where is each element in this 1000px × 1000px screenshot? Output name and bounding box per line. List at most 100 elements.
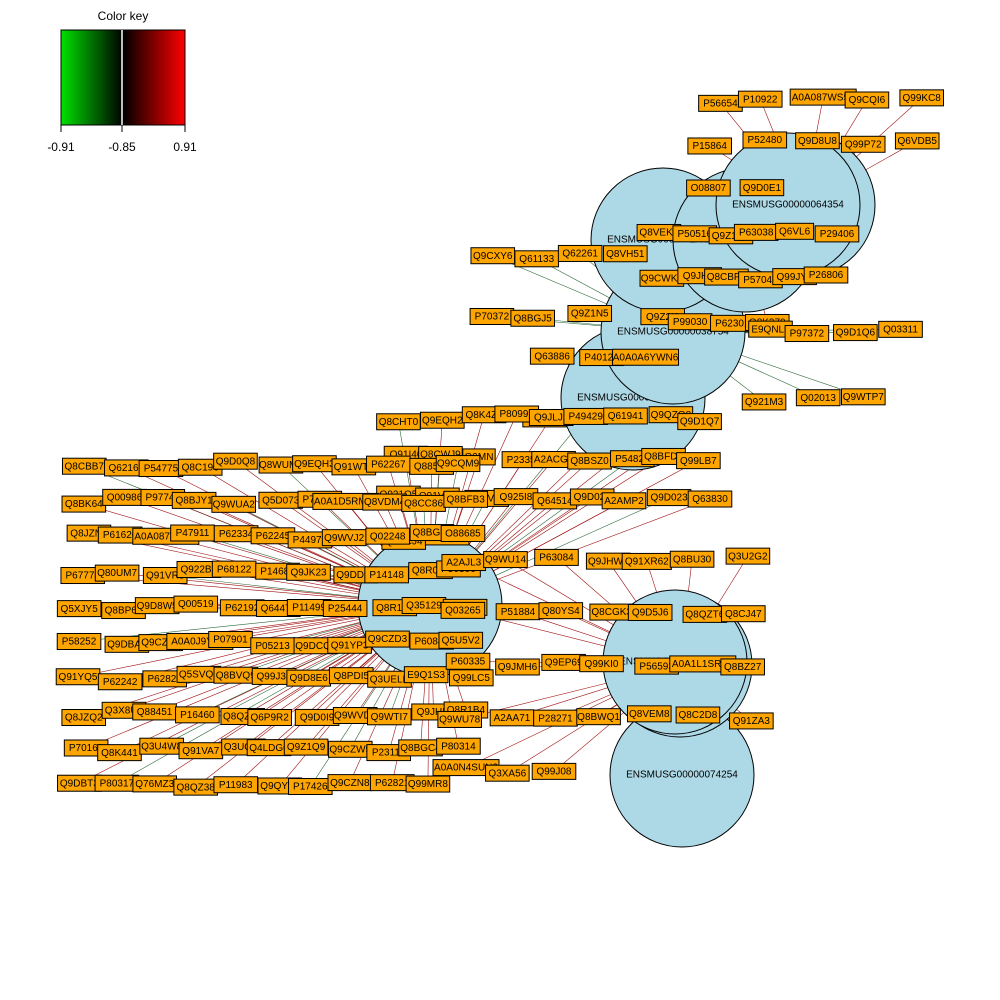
protein-node: Q8PDI5: [328, 667, 374, 685]
protein-node-label: Q922B2: [180, 565, 217, 576]
protein-node: P54775: [138, 460, 184, 478]
color-key-mid-label: -0.85: [108, 140, 136, 154]
protein-node-label: Q99P72: [845, 139, 882, 150]
protein-node-label: Q9Z1Q9: [287, 742, 326, 753]
protein-node-label: Q8R1B4: [447, 705, 486, 716]
protein-node-label: Q8CGK3: [591, 607, 632, 618]
protein-node: Q80UM7: [94, 564, 140, 582]
protein-node: Q9WU78: [437, 710, 482, 728]
protein-node: Q35129: [401, 597, 447, 615]
protein-node-box: [725, 547, 771, 565]
protein-node-label: Q9D8U8: [798, 136, 837, 147]
protein-node-label: Q8BGC4: [400, 743, 441, 754]
protein-node-box: [720, 658, 765, 676]
protein-node-label: P23353: [507, 455, 542, 466]
protein-node: Q61133: [514, 250, 560, 268]
protein-node-label: Q03311: [883, 324, 918, 335]
protein-node-label: Q99KC8: [903, 93, 942, 104]
protein-node-label: P62301: [715, 318, 750, 329]
protein-node: P80317: [94, 774, 140, 792]
protein-node-label: P97742: [146, 493, 181, 504]
protein-node-box: [795, 132, 840, 150]
protein-node-label: Q9CZW5: [329, 744, 371, 755]
protein-node-label: P67778: [66, 571, 101, 582]
protein-node: Q8BGC4: [398, 739, 443, 757]
protein-node-label: Q3XA56: [488, 768, 526, 779]
protein-node: Q9EP69: [541, 653, 586, 671]
protein-node: P68122: [211, 560, 257, 578]
protein-node: O88685: [440, 524, 486, 542]
protein-node-label: P80999: [499, 409, 534, 420]
protein-node: Q99J08: [531, 762, 577, 780]
protein-node-label: P62820: [147, 674, 182, 685]
protein-node-label: Q8BFB3: [447, 494, 486, 505]
protein-node-box: [576, 708, 621, 726]
protein-node-box: [510, 309, 556, 327]
protein-node-label: Q99J08: [536, 767, 571, 778]
protein-node-label: P70372: [475, 312, 510, 323]
protein-node-label: Q3U4W8: [141, 741, 183, 752]
protein-node: Q6P9R2: [247, 709, 292, 727]
protein-node-label: Q9CQM9: [437, 459, 480, 470]
protein-node-box: [567, 304, 613, 322]
protein-node: P11983: [213, 776, 259, 794]
protein-node-label: A0A0A6YWN6: [613, 352, 679, 363]
protein-node-box: [603, 407, 648, 425]
protein-node-box: [675, 706, 721, 724]
protein-node-label: Q8CC86: [404, 499, 443, 510]
protein-node-label: Q9WUA2: [213, 499, 256, 510]
protein-node-label: Q02013: [800, 393, 836, 404]
protein-node: A2AJL3: [441, 554, 487, 572]
protein-node-box: [211, 495, 257, 513]
color-key-title: Color key: [98, 9, 149, 23]
protein-node: Q3U2G2: [725, 547, 771, 565]
protein-node-label: Q91I40: [390, 449, 423, 460]
protein-node: Q9WUA2: [211, 495, 257, 513]
protein-node: Q99LB7: [676, 452, 721, 470]
protein-node-box: [531, 762, 577, 780]
protein-node-label: Q9CZB0: [141, 638, 180, 649]
protein-node-label: P68122: [217, 564, 252, 575]
protein-node-label: Q8K441: [101, 748, 138, 759]
protein-node-label: Q5D073: [262, 495, 300, 506]
protein-node-label: P44978: [293, 535, 328, 546]
protein-node-label: P14148: [369, 570, 404, 581]
protein-node-box: [742, 131, 788, 149]
protein-node-label: Q8BFD5: [644, 452, 683, 463]
protein-node-label: P05213: [255, 641, 290, 652]
protein-node: P63038: [733, 223, 779, 241]
protein-node-label: Q9WVJ2: [324, 533, 364, 544]
protein-node-label: P62334: [219, 529, 254, 540]
protein-node-label: Q9Z1Q5: [712, 231, 751, 242]
protein-node: Q63886: [529, 347, 575, 365]
color-key-gradient-bar: [60, 29, 186, 126]
protein-node-label: Q91YQ5: [59, 672, 98, 683]
protein-node: P10922: [737, 90, 783, 108]
protein-node-label: Q9D8W5: [137, 601, 179, 612]
protein-node-label: P60335: [451, 656, 486, 667]
protein-node-label: Q8BU30: [673, 554, 712, 565]
protein-node-label: Q9JK23: [290, 567, 327, 578]
protein-node-label: P80314: [441, 741, 476, 752]
protein-node-label: O08807: [691, 183, 727, 194]
protein-node: P63084: [534, 548, 579, 566]
protein-node-label: Q8BSZ0: [570, 456, 609, 467]
protein-node-box: [878, 320, 923, 338]
protein-node-label: Q8BG32: [412, 528, 451, 539]
protein-node: Q8WUM3: [258, 456, 303, 474]
protein-node-label: Q9Z1N5: [571, 309, 609, 320]
protein-node-label: Q9DD20: [336, 570, 375, 581]
protein-node: Q02013: [795, 389, 841, 407]
protein-node-label: Q62167: [109, 463, 145, 474]
protein-node-box: [365, 527, 410, 545]
protein-node: A2AA71: [489, 709, 535, 727]
protein-node-label: Q00986: [107, 493, 143, 504]
protein-node-label: P14685: [260, 566, 295, 577]
protein-node-label: Q9WU14: [485, 555, 527, 566]
protein-node: Q9JK23: [286, 563, 331, 581]
protein-node-label: Q9CWK8: [641, 273, 684, 284]
protein-node: Q8BVQ9: [213, 666, 259, 684]
protein-node-box: [687, 490, 733, 508]
protein-node-label: Q9WVD5: [334, 711, 377, 722]
protein-node-label: Q9Z2I0: [646, 312, 680, 323]
